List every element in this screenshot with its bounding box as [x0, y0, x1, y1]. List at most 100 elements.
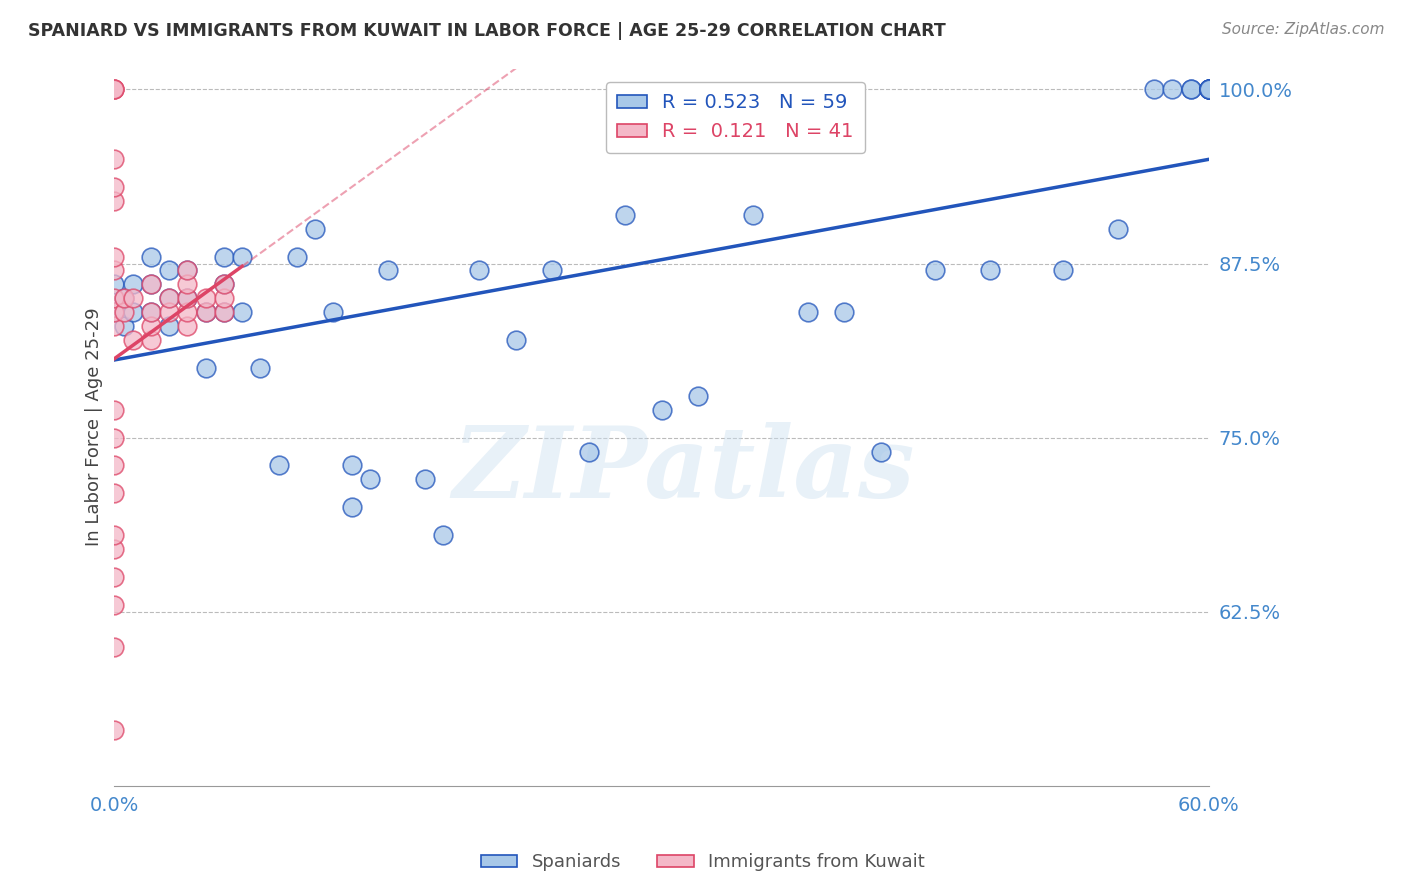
- Point: [285, 250, 308, 264]
- Point: [468, 263, 491, 277]
- Point: [103, 305, 125, 319]
- Point: [505, 333, 527, 347]
- Text: SPANIARD VS IMMIGRANTS FROM KUWAIT IN LABOR FORCE | AGE 25-29 CORRELATION CHART: SPANIARD VS IMMIGRANTS FROM KUWAIT IN LA…: [28, 22, 946, 40]
- Point: [924, 263, 946, 277]
- Point: [212, 277, 235, 292]
- Legend: Spaniards, Immigrants from Kuwait: Spaniards, Immigrants from Kuwait: [474, 847, 932, 879]
- Point: [103, 528, 125, 542]
- Point: [103, 458, 125, 473]
- Point: [103, 402, 125, 417]
- Point: [212, 277, 235, 292]
- Point: [139, 250, 162, 264]
- Point: [377, 263, 399, 277]
- Point: [103, 194, 125, 208]
- Point: [432, 528, 454, 542]
- Point: [1198, 82, 1220, 96]
- Point: [796, 305, 818, 319]
- Point: [1198, 82, 1220, 96]
- Point: [103, 180, 125, 194]
- Point: [741, 208, 763, 222]
- Point: [322, 305, 344, 319]
- Point: [1198, 82, 1220, 96]
- Point: [979, 263, 1001, 277]
- Point: [103, 305, 125, 319]
- Point: [139, 305, 162, 319]
- Point: [157, 291, 180, 305]
- Point: [103, 263, 125, 277]
- Point: [157, 263, 180, 277]
- Point: [194, 305, 217, 319]
- Point: [112, 291, 135, 305]
- Point: [194, 291, 217, 305]
- Point: [1198, 82, 1220, 96]
- Point: [176, 277, 198, 292]
- Point: [176, 291, 198, 305]
- Point: [157, 319, 180, 334]
- Point: [176, 291, 198, 305]
- Point: [112, 305, 135, 319]
- Point: [103, 640, 125, 654]
- Point: [103, 82, 125, 96]
- Point: [103, 570, 125, 584]
- Point: [103, 82, 125, 96]
- Point: [157, 305, 180, 319]
- Point: [413, 472, 436, 486]
- Point: [176, 305, 198, 319]
- Point: [614, 208, 637, 222]
- Point: [112, 319, 135, 334]
- Point: [231, 250, 253, 264]
- Point: [267, 458, 290, 473]
- Point: [103, 277, 125, 292]
- Point: [1198, 82, 1220, 96]
- Point: [103, 542, 125, 557]
- Point: [832, 305, 855, 319]
- Point: [212, 305, 235, 319]
- Point: [176, 319, 198, 334]
- Point: [304, 221, 326, 235]
- Point: [176, 263, 198, 277]
- Point: [139, 277, 162, 292]
- Point: [1180, 82, 1202, 96]
- Point: [340, 458, 363, 473]
- Point: [212, 250, 235, 264]
- Point: [1107, 221, 1129, 235]
- Point: [688, 389, 710, 403]
- Point: [139, 333, 162, 347]
- Point: [194, 305, 217, 319]
- Point: [1143, 82, 1166, 96]
- Point: [869, 444, 891, 458]
- Point: [139, 277, 162, 292]
- Point: [121, 291, 143, 305]
- Point: [112, 291, 135, 305]
- Point: [1198, 82, 1220, 96]
- Point: [340, 500, 363, 515]
- Point: [103, 291, 125, 305]
- Point: [103, 486, 125, 500]
- Point: [103, 250, 125, 264]
- Point: [359, 472, 381, 486]
- Point: [1180, 82, 1202, 96]
- Point: [121, 305, 143, 319]
- Point: [103, 82, 125, 96]
- Text: Source: ZipAtlas.com: Source: ZipAtlas.com: [1222, 22, 1385, 37]
- Point: [212, 305, 235, 319]
- Point: [1198, 82, 1220, 96]
- Point: [103, 723, 125, 738]
- Point: [103, 431, 125, 445]
- Point: [139, 319, 162, 334]
- Point: [121, 277, 143, 292]
- Point: [1161, 82, 1184, 96]
- Point: [103, 152, 125, 166]
- Point: [176, 263, 198, 277]
- Point: [103, 319, 125, 334]
- Point: [103, 598, 125, 612]
- Point: [157, 291, 180, 305]
- Point: [1052, 263, 1074, 277]
- Point: [1198, 82, 1220, 96]
- Point: [541, 263, 564, 277]
- Point: [194, 361, 217, 376]
- Y-axis label: In Labor Force | Age 25-29: In Labor Force | Age 25-29: [86, 308, 103, 547]
- Legend: R = 0.523   N = 59, R =  0.121   N = 41: R = 0.523 N = 59, R = 0.121 N = 41: [606, 82, 865, 153]
- Point: [578, 444, 600, 458]
- Point: [139, 305, 162, 319]
